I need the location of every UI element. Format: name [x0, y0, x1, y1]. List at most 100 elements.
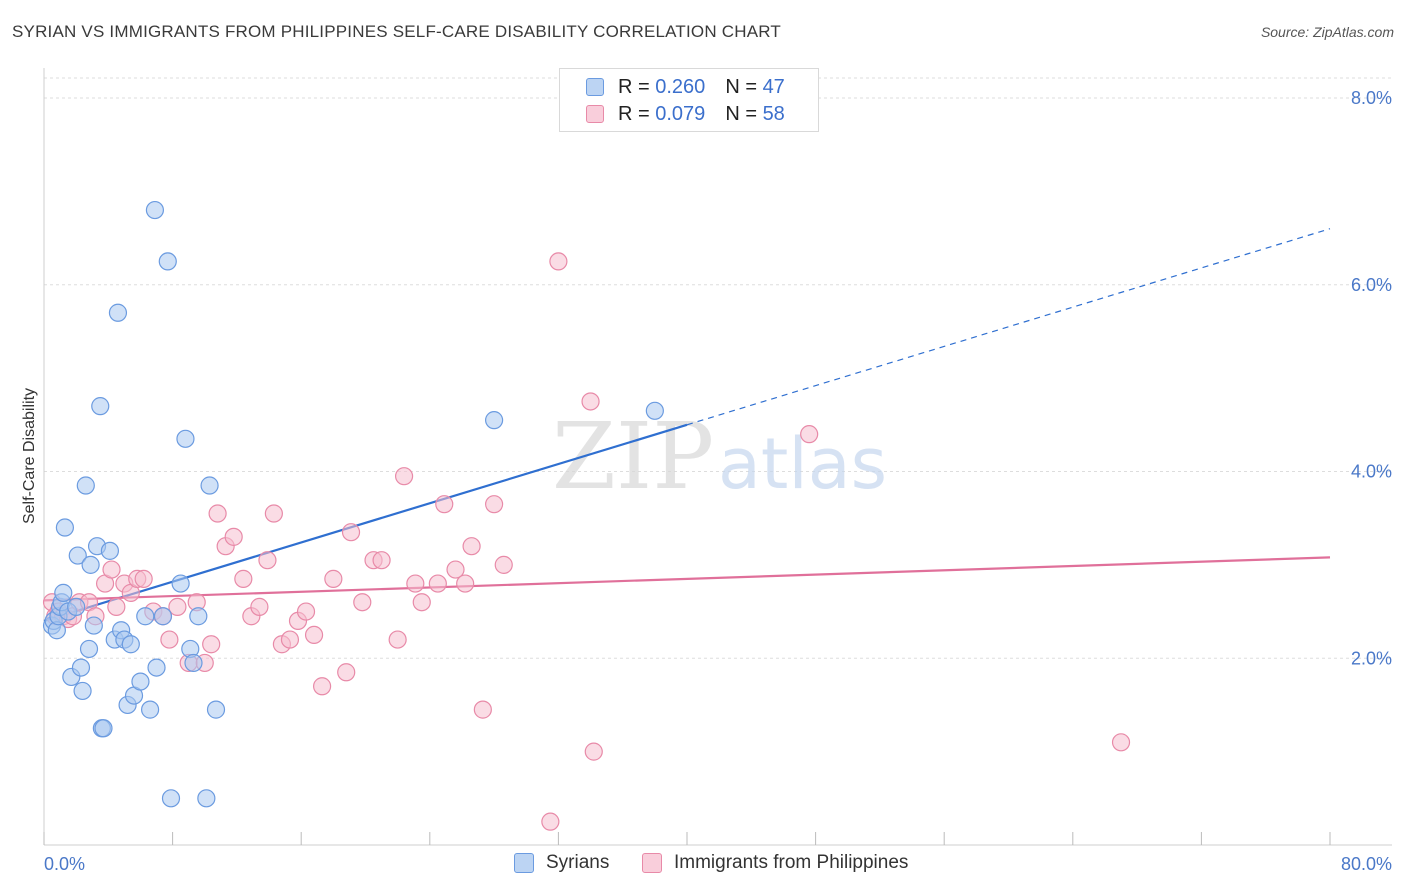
legend-n-label: N =: [725, 75, 757, 98]
syrian-point: [121, 635, 140, 654]
series-label-syrians: Syrians: [546, 852, 610, 873]
syrian-point: [206, 700, 226, 719]
axes: [43, 68, 1392, 846]
series-swatch-syrians: [514, 853, 534, 873]
syrian-point: [94, 719, 113, 738]
y-tick-label: 8.0%: [1351, 88, 1392, 108]
trend-lines: [43, 228, 1331, 622]
philippines-point: [800, 425, 819, 444]
syrian-trend-line: [43, 423, 688, 622]
syrian-point: [54, 583, 73, 602]
syrian-point: [68, 546, 87, 565]
philippines-trend-line: [43, 556, 1331, 602]
philippines-point: [456, 574, 475, 593]
syrian-point: [71, 658, 91, 677]
philippines-point: [304, 625, 324, 645]
philippines-point: [394, 467, 414, 486]
y-tick-label: 2.0%: [1351, 648, 1392, 668]
philippines-point: [324, 569, 343, 588]
y-tick-label: 6.0%: [1351, 275, 1392, 295]
watermark: ZIP atlas: [552, 403, 887, 510]
syrian-point: [171, 574, 190, 593]
philippines-point: [312, 677, 332, 696]
y-axis-label: Self-Care Disability: [21, 388, 38, 524]
syrian-point: [145, 200, 165, 220]
philippines-point: [473, 700, 492, 719]
chart-title: SYRIAN VS IMMIGRANTS FROM PHILIPPINES SE…: [12, 22, 782, 41]
philippines-point: [372, 551, 391, 570]
philippines-point: [234, 569, 253, 588]
philippines-point: [388, 630, 407, 649]
syrian-point: [76, 476, 95, 495]
philippines-point: [134, 569, 153, 588]
syrian-trend-extension: [686, 228, 1331, 426]
syrian-point: [140, 700, 160, 719]
syrian-point: [55, 518, 74, 537]
philippines-point: [1111, 733, 1131, 752]
legend-r-value: 0.260: [655, 75, 706, 98]
syrian-point: [485, 411, 504, 430]
syrian-point: [73, 681, 92, 701]
philippines-point: [208, 504, 227, 523]
legend-n-label: N =: [725, 102, 757, 125]
philippines-point: [250, 597, 269, 616]
syrian-point: [108, 303, 128, 322]
philippines-point: [541, 812, 560, 831]
legend-swatch-philippines: [586, 105, 604, 123]
syrian-point: [153, 607, 173, 626]
philippines-point: [107, 597, 126, 616]
syrian-point: [158, 252, 177, 271]
legend-row-philippines: R = 0.079 N = 58: [586, 102, 785, 126]
syrian-point: [184, 653, 203, 673]
philippines-point: [160, 630, 179, 649]
philippines-point: [581, 392, 600, 411]
philippines-point: [435, 495, 454, 514]
philippines-point: [446, 560, 465, 579]
syrian-point: [200, 476, 219, 495]
syrian-point: [136, 607, 155, 626]
legend-r-label: R =: [618, 102, 650, 125]
series-legend-syrians: Syrians: [514, 852, 609, 874]
syrian-point: [100, 541, 120, 560]
legend-r-label: R =: [618, 75, 650, 98]
philippines-point: [406, 574, 425, 593]
syrian-point: [645, 401, 664, 420]
syrian-point: [147, 658, 166, 677]
philippines-point: [341, 523, 361, 542]
series-label-philippines: Immigrants from Philippines: [674, 852, 909, 873]
philippines-point: [168, 597, 187, 616]
syrian-point: [131, 672, 150, 691]
syrian-point: [189, 607, 208, 626]
series-swatch-philippines: [642, 853, 662, 873]
series-legend-philippines: Immigrants from Philippines: [642, 852, 908, 874]
syrian-point: [161, 789, 181, 808]
philippines-point: [353, 593, 372, 612]
syrian-point: [79, 639, 99, 659]
syrian-point: [91, 397, 110, 416]
series-legend: Syrians Immigrants from Philippines: [0, 852, 1406, 878]
watermark-zip: ZIP: [552, 403, 714, 510]
syrian-point: [176, 429, 195, 448]
philippines-point: [102, 560, 121, 579]
legend-swatch-syrians: [586, 78, 604, 96]
x-tick-label: 0.0%: [44, 854, 85, 874]
legend-r-value: 0.079: [655, 102, 706, 125]
data-points: [42, 200, 1131, 831]
philippines-point: [462, 537, 481, 556]
philippines-point: [224, 527, 243, 546]
philippines-point: [202, 635, 221, 654]
philippines-point: [485, 495, 504, 514]
syrian-point: [84, 616, 103, 635]
philippines-point: [412, 593, 431, 612]
philippines-point: [337, 663, 356, 682]
y-tick-label: 4.0%: [1351, 462, 1392, 482]
stats-legend: R = 0.260 N = 47 R = 0.079 N = 58: [559, 68, 819, 132]
philippines-point: [280, 630, 300, 649]
x-tick-label: 80.0%: [1341, 854, 1392, 874]
philippines-point: [428, 574, 447, 593]
philippines-point: [258, 551, 277, 570]
philippines-point: [549, 252, 568, 271]
philippines-point: [494, 555, 513, 574]
legend-n-value: 47: [762, 75, 785, 98]
